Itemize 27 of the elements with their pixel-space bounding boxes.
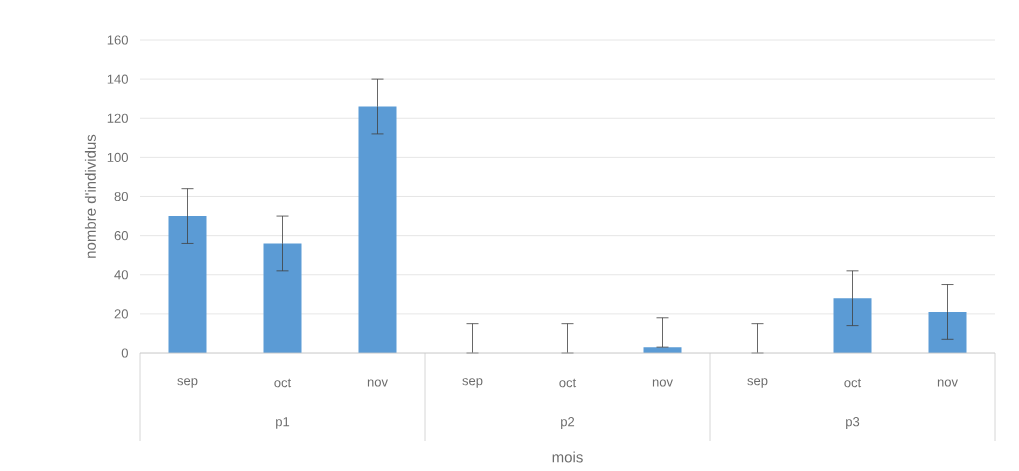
y-tick-label: 120 xyxy=(107,113,128,123)
text: p1 xyxy=(276,417,290,429)
bar xyxy=(833,298,872,353)
x-tick-label: nov xyxy=(652,379,673,387)
y-tick-label: 20 xyxy=(114,309,128,319)
y-tick-label: 0 xyxy=(121,348,128,358)
text: p3 xyxy=(846,417,860,429)
x-tick-label: oct xyxy=(844,378,862,388)
bar xyxy=(263,243,302,353)
y-tick-label: 100 xyxy=(107,152,128,162)
x-tick-label: nov xyxy=(367,379,388,387)
x-tick-label: sep xyxy=(747,378,768,388)
x-tick-label: sep xyxy=(462,378,483,388)
bar xyxy=(358,106,397,353)
y-tick-label: 80 xyxy=(114,191,128,202)
y-tick-label: 160 xyxy=(107,35,128,45)
bar xyxy=(168,216,207,353)
x-axis-title: mois xyxy=(552,451,583,463)
text: p2 xyxy=(561,417,575,429)
x-tick-label: oct xyxy=(559,378,577,388)
y-axis-title: nombre d'individus xyxy=(84,134,96,258)
y-tick-label: 60 xyxy=(114,231,128,241)
x-tick-label: nov xyxy=(937,379,958,387)
x-tick-label: oct xyxy=(274,378,292,388)
x-tick-label: sep xyxy=(177,378,198,388)
y-tick-label: 140 xyxy=(107,74,128,84)
y-tick-label: 40 xyxy=(114,270,128,280)
